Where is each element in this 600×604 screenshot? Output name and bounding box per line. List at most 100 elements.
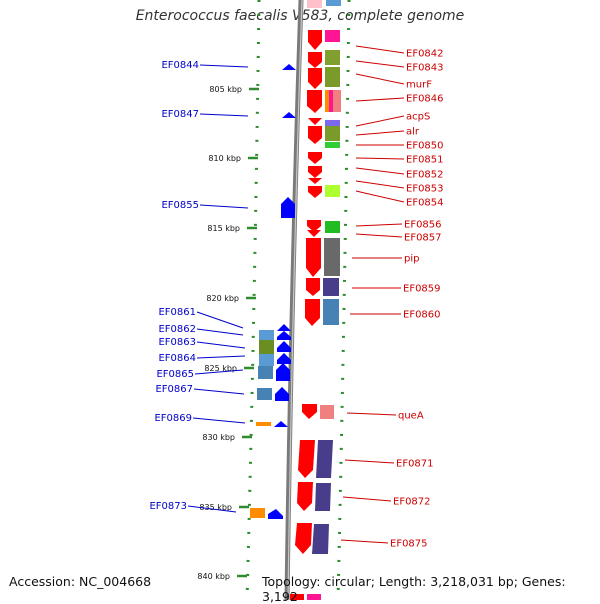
forward-label-group: EF0842 EF0843 murF EF0846 acpS alr EF0850 EF085… bbox=[340, 45, 444, 550]
gene-arrow-reverse bbox=[276, 363, 290, 381]
gene-label: EF0875 bbox=[390, 539, 428, 550]
gene-label-leader bbox=[355, 97, 405, 102]
gene-arrow-forward bbox=[308, 118, 322, 125]
gene-box bbox=[333, 90, 341, 112]
gene-arrow-reverse bbox=[274, 421, 288, 427]
gene-arrow-forward bbox=[308, 30, 322, 50]
reverse-label-group: EF0844 EF0847 EF0855 EF0861 EF0862 EF0863 EF08… bbox=[149, 60, 249, 513]
gene-label: EF0855 bbox=[161, 200, 199, 211]
gene-box bbox=[315, 483, 331, 511]
gene-label-leader bbox=[355, 190, 405, 203]
gene-box bbox=[259, 330, 274, 340]
gene-label: EF0846 bbox=[406, 94, 444, 105]
kbp-tick-label: 840 kbp bbox=[197, 572, 230, 581]
kbp-tick-label: 815 kbp bbox=[207, 224, 240, 233]
gene-label: pip bbox=[404, 254, 419, 265]
gene-box bbox=[324, 238, 340, 276]
gene-label: EF0872 bbox=[393, 497, 431, 508]
gene-box bbox=[325, 67, 340, 87]
gene-box bbox=[259, 340, 274, 354]
gene-arrow-reverse bbox=[281, 197, 295, 218]
gene-arrow-forward bbox=[297, 482, 313, 511]
gene-arrow-forward bbox=[306, 238, 321, 277]
gene-box bbox=[258, 366, 273, 379]
gene-label: EF0865 bbox=[156, 369, 194, 380]
gene-label-leader bbox=[355, 115, 405, 127]
gene-arrow-forward bbox=[307, 90, 322, 113]
gene-arrow-reverse bbox=[282, 112, 296, 118]
gene-label: EF0844 bbox=[161, 60, 199, 71]
partial-gene-box bbox=[307, 0, 322, 8]
gene-label: EF0854 bbox=[406, 198, 444, 209]
gene-arrow-reverse bbox=[277, 341, 291, 352]
gene-label-leader bbox=[346, 412, 397, 416]
gene-box bbox=[323, 278, 339, 296]
kbp-tick-group: 805 kbp 810 kbp 815 kbp 820 kbp 825 kbp 830 k… bbox=[197, 85, 259, 581]
gene-label-leader bbox=[355, 167, 405, 175]
gene-label-leader bbox=[355, 45, 405, 54]
gene-label: EF0873 bbox=[149, 501, 187, 512]
gene-arrow-forward bbox=[307, 220, 321, 232]
gene-label: EF0867 bbox=[155, 384, 193, 395]
gene-box bbox=[257, 388, 272, 400]
gene-arrow-forward bbox=[308, 52, 322, 68]
gene-label: EF0851 bbox=[406, 155, 444, 166]
genome-backbone-highlight bbox=[287, 0, 303, 600]
accession-text: Accession: NC_004668 bbox=[9, 574, 152, 589]
gene-label: acpS bbox=[406, 112, 430, 123]
gene-label-leader bbox=[196, 328, 244, 336]
kbp-tick-label: 835 kbp bbox=[199, 503, 232, 512]
gene-arrow-reverse bbox=[282, 64, 296, 70]
gene-label: EF0861 bbox=[158, 307, 196, 318]
gene-label: EF0853 bbox=[406, 184, 444, 195]
gene-label-leader bbox=[355, 180, 405, 189]
gene-label-leader bbox=[196, 355, 246, 359]
gene-box bbox=[259, 354, 274, 366]
gene-box bbox=[250, 508, 265, 518]
gene-arrow-forward bbox=[306, 278, 320, 296]
gene-label: EF0862 bbox=[158, 324, 196, 335]
gene-label: EF0860 bbox=[403, 310, 441, 321]
gene-arrow-forward bbox=[308, 186, 322, 198]
gene-box bbox=[325, 120, 340, 126]
gene-label-leader bbox=[199, 113, 249, 117]
gene-box bbox=[312, 524, 329, 554]
gene-label: queA bbox=[398, 411, 424, 422]
gene-arrow-reverse bbox=[277, 353, 291, 364]
gene-box bbox=[325, 50, 340, 65]
gene-label-leader bbox=[355, 130, 405, 136]
gene-label-leader bbox=[355, 73, 405, 85]
gene-arrow-reverse bbox=[277, 324, 291, 331]
gene-arrow-forward bbox=[298, 440, 315, 478]
gene-arrow-reverse bbox=[277, 331, 291, 340]
gene-arrow-forward bbox=[308, 68, 322, 89]
gene-label-leader bbox=[355, 60, 405, 68]
gene-arrow-forward bbox=[308, 178, 322, 184]
gene-label: EF0847 bbox=[161, 109, 199, 120]
gene-label-leader bbox=[187, 505, 237, 513]
gene-label: EF0871 bbox=[396, 459, 434, 470]
kbp-tick-label: 820 kbp bbox=[206, 294, 239, 303]
gene-label: EF0859 bbox=[403, 284, 441, 295]
gene-box bbox=[325, 90, 329, 112]
gene-label-leader bbox=[199, 204, 249, 209]
gene-arrow-forward bbox=[295, 523, 312, 554]
gene-label-leader bbox=[194, 369, 244, 375]
gene-arrow-forward bbox=[307, 230, 321, 237]
kbp-tick-label: 825 kbp bbox=[204, 364, 237, 373]
partial-gene-box bbox=[290, 594, 304, 600]
gene-arrow-forward bbox=[302, 404, 317, 419]
gene-label: EF0869 bbox=[154, 413, 192, 424]
gene-label-leader bbox=[199, 64, 249, 68]
gene-label-leader bbox=[344, 459, 395, 464]
gene-box bbox=[323, 299, 339, 325]
gene-label: EF0843 bbox=[406, 63, 444, 74]
gene-label: EF0850 bbox=[406, 141, 444, 152]
gene-label-leader bbox=[192, 417, 246, 424]
genome-backbone bbox=[284, 0, 304, 600]
gene-box bbox=[325, 126, 340, 141]
gene-label: EF0857 bbox=[404, 233, 442, 244]
gene-label: EF0856 bbox=[404, 220, 442, 231]
gene-box bbox=[320, 405, 334, 419]
